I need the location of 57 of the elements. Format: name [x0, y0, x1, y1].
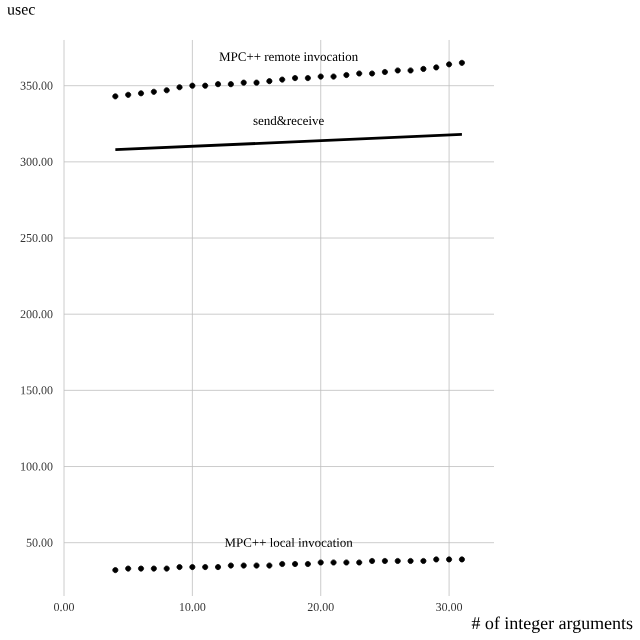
- point: [253, 79, 260, 86]
- point: [407, 557, 414, 564]
- point: [369, 557, 376, 564]
- point: [138, 90, 145, 97]
- point: [279, 561, 286, 567]
- point: [125, 565, 132, 572]
- point: [227, 81, 234, 88]
- point: [407, 67, 414, 74]
- x-axis-title: # of integer arguments: [471, 616, 633, 633]
- point: [394, 67, 401, 74]
- point: [292, 75, 299, 82]
- point: [356, 70, 363, 77]
- point: [215, 564, 222, 571]
- point: [112, 567, 119, 574]
- point: [279, 76, 286, 83]
- point: [215, 81, 222, 88]
- point: [150, 88, 157, 95]
- point: [266, 78, 273, 85]
- point: [330, 559, 337, 566]
- point: [112, 93, 119, 100]
- point: [240, 562, 247, 569]
- point: [343, 559, 350, 566]
- point: [202, 564, 209, 571]
- point: [176, 84, 183, 91]
- point: [394, 557, 401, 564]
- point: [420, 557, 427, 564]
- point: [317, 73, 324, 80]
- point: [292, 561, 299, 567]
- point: [189, 564, 196, 571]
- point: [227, 562, 234, 569]
- point: [253, 562, 260, 569]
- point: [433, 556, 440, 563]
- point: [433, 64, 440, 71]
- point: [446, 556, 453, 563]
- point: [330, 73, 337, 80]
- point: [125, 91, 132, 98]
- point: [189, 82, 196, 89]
- point: [163, 87, 170, 94]
- point: [356, 559, 363, 566]
- point: [369, 70, 376, 77]
- point: [317, 559, 324, 566]
- point: [163, 565, 170, 572]
- point: [266, 562, 273, 569]
- point: [304, 75, 311, 82]
- point: [420, 65, 427, 72]
- point: [240, 79, 247, 86]
- point: [446, 61, 453, 68]
- point: [304, 561, 311, 567]
- point: [458, 556, 465, 563]
- point: [458, 59, 465, 66]
- point: [202, 82, 209, 89]
- point: [343, 72, 350, 79]
- point: [381, 69, 388, 75]
- point: [150, 565, 157, 572]
- point: [176, 564, 183, 571]
- point: [381, 557, 388, 564]
- point: [138, 565, 145, 572]
